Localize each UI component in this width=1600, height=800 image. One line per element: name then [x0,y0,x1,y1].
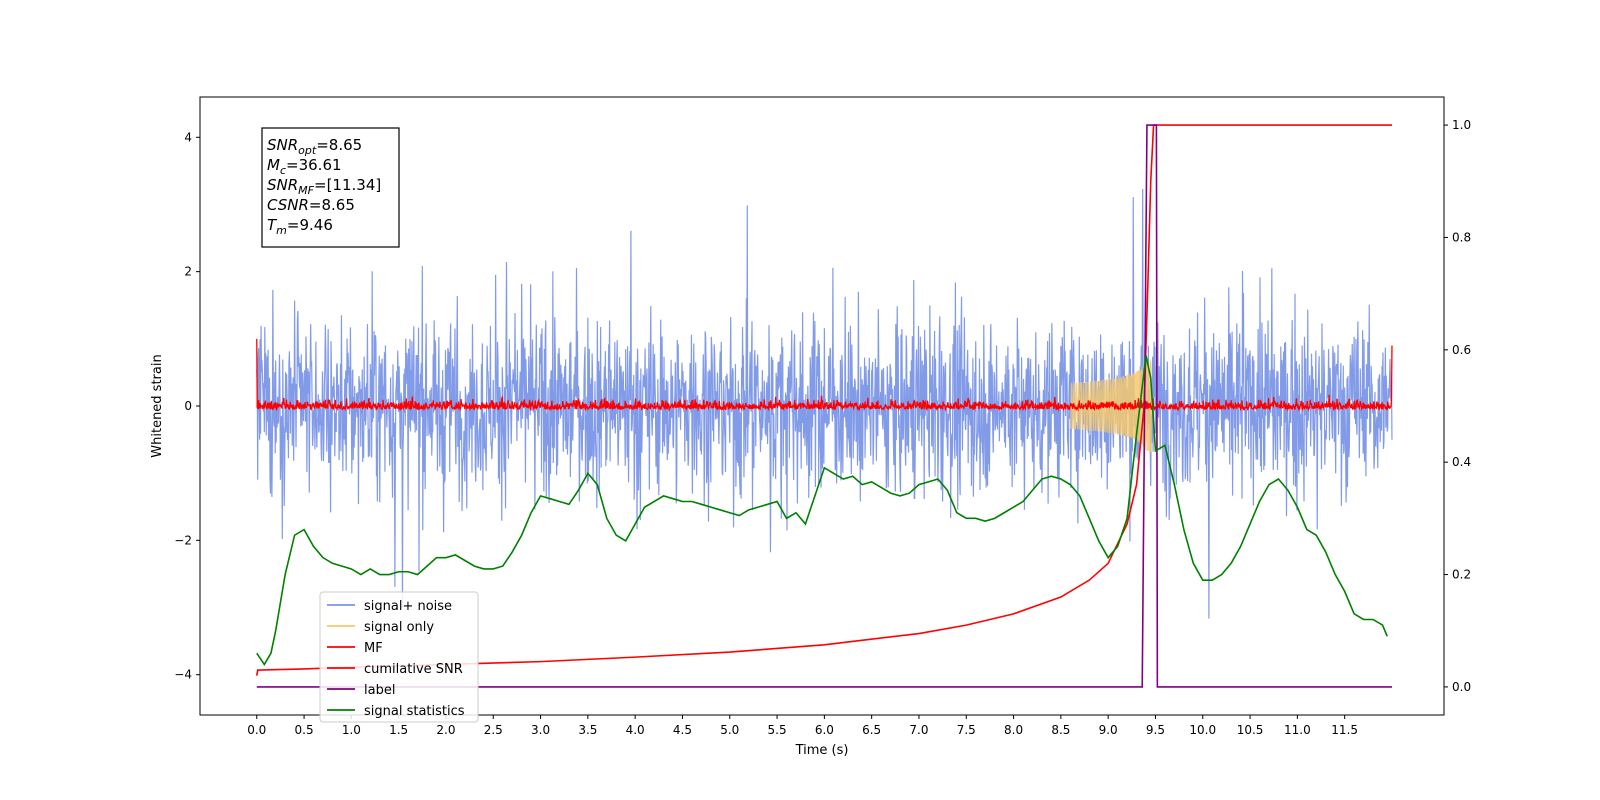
x-tick-label: 2.5 [484,723,503,737]
y-right-tick-label: 0.6 [1452,343,1471,357]
x-tick-label: 6.5 [862,723,881,737]
y-axis-left: −4 −2 0 2 4 [174,130,200,682]
series-line-label [256,124,1392,688]
x-tick-label: 0.0 [247,723,266,737]
y-right-tick-label: 0.0 [1452,680,1471,694]
y-right-tick-label: 0.4 [1452,455,1471,469]
annotation-line: Tm=9.46 [267,216,333,237]
y-axis-label: Whitened strain [150,354,165,457]
x-tick-label: 9.0 [1099,723,1118,737]
annotation-box: SNRopt=8.65Mc=36.61SNRMF=[11.34]CSNR=8.6… [261,127,400,248]
x-tick-label: 1.0 [342,723,361,737]
y-left-tick-label: −4 [174,668,192,682]
y-right-tick-label: 1.0 [1452,118,1471,132]
x-tick-label: 1.5 [389,723,408,737]
series-line-signal-noise [256,188,1393,619]
x-tick-label: 0.5 [295,723,314,737]
annotation-line: SNRMF=[11.34] [267,176,381,197]
x-axis: 0.0 0.5 1.0 1.5 2.0 2.5 3.0 3.5 4.0 4.5 5.0 5.5 6.0 6… [247,715,1358,737]
series-line-signal-statistics [256,355,1388,666]
y-axis-right: 0.0 0.2 0.4 0.6 0.8 1.0 [1444,118,1471,694]
x-tick-label: 11.5 [1331,723,1358,737]
legend-label: label [364,683,395,698]
x-tick-label: 7.5 [957,723,976,737]
y-left-tick-label: 0 [184,399,192,413]
x-tick-label: 11.0 [1284,723,1311,737]
annotation-frame [261,127,400,248]
legend-frame [319,591,479,723]
annotation-line: Mc=36.61 [267,156,342,177]
x-tick-label: 10.5 [1237,723,1264,737]
x-tick-label: 7.0 [909,723,928,737]
y-left-tick-label: −2 [174,533,192,547]
legend-label: signal statistics [364,704,465,719]
x-tick-label: 2.0 [436,723,455,737]
series-line-mf [256,338,1393,412]
legend: signal+ noise signal only MF cumilative SNR… [319,591,479,723]
annotation-line: CSNR=8.65 [267,196,355,214]
x-tick-label: 3.0 [531,723,550,737]
x-tick-label: 4.5 [673,723,692,737]
x-tick-label: 5.0 [720,723,739,737]
x-tick-label: 4.0 [626,723,645,737]
x-tick-label: 5.5 [768,723,787,737]
x-tick-label: 8.5 [1051,723,1070,737]
x-tick-label: 9.5 [1146,723,1165,737]
x-tick-label: 3.5 [578,723,597,737]
x-tick-label: 8.0 [1004,723,1023,737]
legend-label: signal+ noise [364,599,452,614]
legend-label: MF [364,641,383,656]
annotation-line: SNRopt=8.65 [267,136,362,157]
y-left-tick-label: 2 [184,265,192,279]
legend-label: signal only [364,620,434,635]
y-right-tick-label: 0.8 [1452,230,1471,244]
x-axis-label: Time (s) [795,743,849,758]
x-tick-label: 6.0 [815,723,834,737]
x-tick-label: 10.0 [1189,723,1216,737]
y-left-tick-label: 4 [184,130,192,144]
y-right-tick-label: 0.2 [1452,568,1471,582]
legend-label: cumilative SNR [364,662,463,677]
